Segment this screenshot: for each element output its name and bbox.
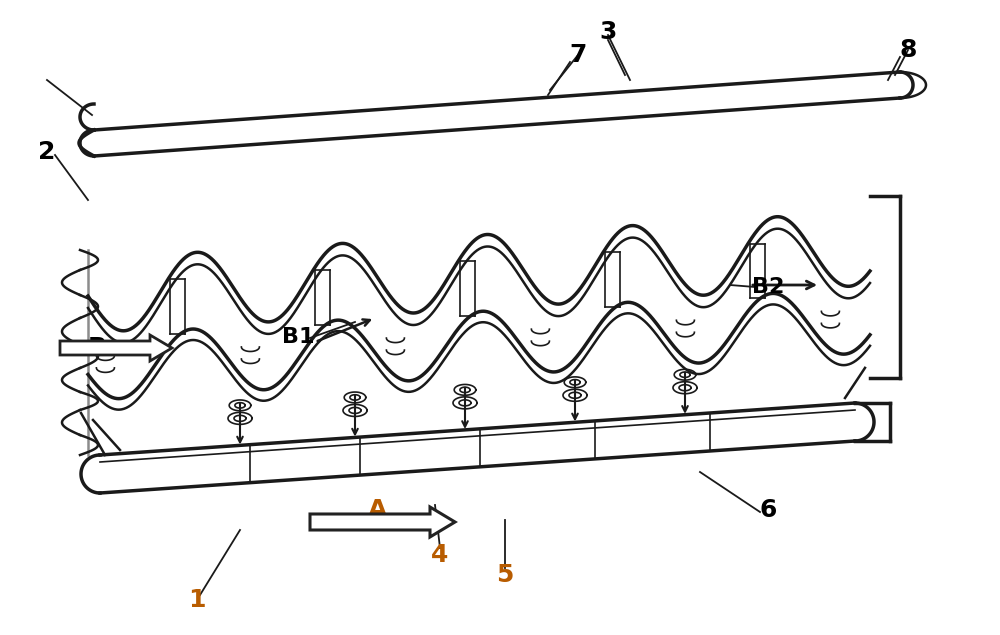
Text: 4: 4 xyxy=(431,543,449,567)
Text: B1: B1 xyxy=(282,327,314,347)
Text: 2: 2 xyxy=(38,140,56,164)
Text: 3: 3 xyxy=(599,20,617,44)
Text: B: B xyxy=(88,336,106,360)
Text: A: A xyxy=(368,498,388,522)
Text: 8: 8 xyxy=(899,38,917,62)
Text: 6: 6 xyxy=(759,498,777,522)
Text: 7: 7 xyxy=(569,43,587,67)
Text: 1: 1 xyxy=(188,588,206,612)
Text: B2: B2 xyxy=(752,277,784,297)
FancyArrow shape xyxy=(310,507,455,537)
Text: 5: 5 xyxy=(496,563,514,587)
FancyArrow shape xyxy=(60,335,172,361)
